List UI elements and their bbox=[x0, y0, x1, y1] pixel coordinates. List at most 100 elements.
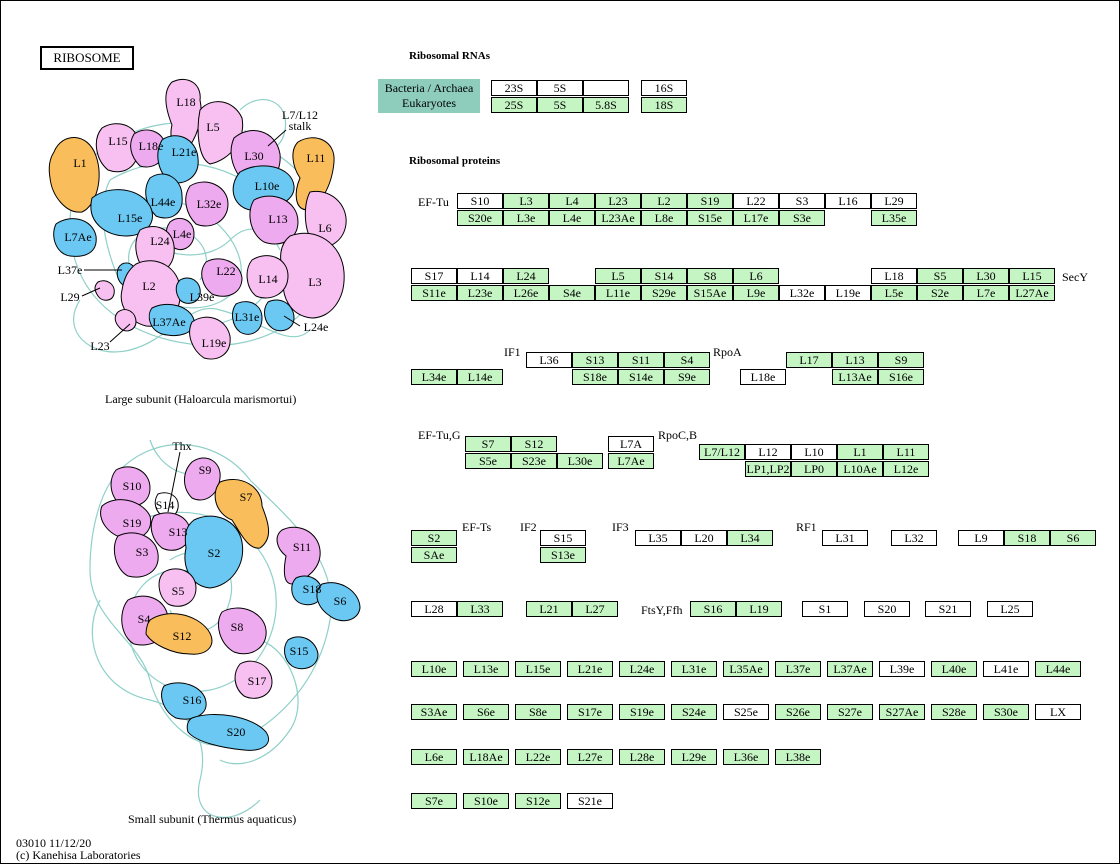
protein-box-s5[interactable]: S5 bbox=[917, 268, 963, 284]
protein-box-l35ae[interactable]: L35Ae bbox=[723, 661, 769, 677]
protein-box-s13e[interactable]: S13e bbox=[540, 547, 586, 563]
protein-box-l11[interactable]: L11 bbox=[883, 444, 929, 460]
protein-L37Ae[interactable] bbox=[148, 304, 195, 336]
protein-box-l27[interactable]: L27 bbox=[572, 601, 618, 617]
protein-box-sae[interactable]: SAe bbox=[411, 547, 457, 563]
protein-box-l29e[interactable]: L29e bbox=[671, 749, 717, 765]
rrna-box-18s[interactable]: 18S bbox=[641, 97, 687, 113]
protein-box-l4e[interactable]: L4e bbox=[549, 210, 595, 226]
protein-box-s16[interactable]: S16 bbox=[690, 601, 736, 617]
protein-S19[interactable] bbox=[100, 499, 152, 540]
protein-L24e[interactable] bbox=[264, 299, 295, 332]
protein-box-s19[interactable]: S19 bbox=[687, 193, 733, 209]
protein-box-l30e[interactable]: L30e bbox=[557, 453, 603, 469]
protein-S7[interactable] bbox=[214, 478, 269, 549]
protein-box-l22[interactable]: L22 bbox=[733, 193, 779, 209]
protein-box-l12e[interactable]: L12e bbox=[883, 461, 929, 477]
protein-box-l13e[interactable]: L13e bbox=[463, 661, 509, 677]
protein-box-l32[interactable]: L32 bbox=[891, 530, 937, 546]
protein-box-s9[interactable]: S9 bbox=[878, 352, 924, 368]
protein-box-s8[interactable]: S8 bbox=[687, 268, 733, 284]
protein-box-s15e[interactable]: S15e bbox=[687, 210, 733, 226]
rrna-box-empty[interactable] bbox=[583, 80, 629, 96]
protein-box-s3e[interactable]: S3e bbox=[779, 210, 825, 226]
protein-box-l23ae[interactable]: L23Ae bbox=[595, 210, 641, 226]
protein-box-l14[interactable]: L14 bbox=[457, 268, 503, 284]
protein-box-l5[interactable]: L5 bbox=[595, 268, 641, 284]
protein-box-l33[interactable]: L33 bbox=[457, 601, 503, 617]
protein-box-s25e[interactable]: S25e bbox=[723, 704, 769, 720]
protein-box-l6[interactable]: L6 bbox=[733, 268, 779, 284]
protein-box-lp0[interactable]: LP0 bbox=[791, 461, 837, 477]
protein-box-l7e[interactable]: L7e bbox=[963, 285, 1009, 301]
protein-box-l40e[interactable]: L40e bbox=[931, 661, 977, 677]
protein-box-l31e[interactable]: L31e bbox=[671, 661, 717, 677]
protein-box-l15e[interactable]: L15e bbox=[515, 661, 561, 677]
protein-box-l34[interactable]: L34 bbox=[727, 530, 773, 546]
protein-box-l20[interactable]: L20 bbox=[681, 530, 727, 546]
protein-S3[interactable] bbox=[113, 532, 159, 578]
protein-box-s7[interactable]: S7 bbox=[465, 436, 511, 452]
protein-box-s11e[interactable]: S11e bbox=[411, 285, 457, 301]
rrna-box-25s[interactable]: 25S bbox=[491, 97, 537, 113]
protein-box-s28e[interactable]: S28e bbox=[931, 704, 977, 720]
protein-box-s24e[interactable]: S24e bbox=[671, 704, 717, 720]
rrna-box-5-8s[interactable]: 5.8S bbox=[583, 97, 629, 113]
protein-box-s9e[interactable]: S9e bbox=[664, 369, 710, 385]
protein-box-l6e[interactable]: L6e bbox=[411, 749, 457, 765]
protein-box-l5e[interactable]: L5e bbox=[871, 285, 917, 301]
protein-box-l23[interactable]: L23 bbox=[595, 193, 641, 209]
protein-L44e[interactable] bbox=[145, 173, 183, 219]
protein-box-l21e[interactable]: L21e bbox=[567, 661, 613, 677]
protein-box-l28e[interactable]: L28e bbox=[619, 749, 665, 765]
protein-S13[interactable] bbox=[150, 512, 191, 551]
protein-box-l10e[interactable]: L10e bbox=[411, 661, 457, 677]
protein-box-l41e[interactable]: L41e bbox=[983, 661, 1029, 677]
rrna-box-5s[interactable]: 5S bbox=[537, 97, 583, 113]
protein-box-s3ae[interactable]: S3Ae bbox=[411, 704, 457, 720]
protein-box-l10[interactable]: L10 bbox=[791, 444, 837, 460]
protein-S8[interactable] bbox=[218, 607, 267, 655]
protein-box-lp1-lp2[interactable]: LP1,LP2 bbox=[745, 461, 791, 477]
protein-L32e[interactable] bbox=[185, 181, 229, 227]
protein-box-l16[interactable]: L16 bbox=[825, 193, 871, 209]
protein-box-l30[interactable]: L30 bbox=[963, 268, 1009, 284]
rrna-box-23s[interactable]: 23S bbox=[491, 80, 537, 96]
protein-box-l17[interactable]: L17 bbox=[786, 352, 832, 368]
protein-box-s15[interactable]: S15 bbox=[540, 530, 586, 546]
protein-box-l3e[interactable]: L3e bbox=[503, 210, 549, 226]
protein-L39e[interactable] bbox=[175, 277, 201, 304]
protein-box-l37e[interactable]: L37e bbox=[775, 661, 821, 677]
protein-box-s4e[interactable]: S4e bbox=[549, 285, 595, 301]
protein-box-l26e[interactable]: L26e bbox=[503, 285, 549, 301]
protein-box-l13[interactable]: L13 bbox=[832, 352, 878, 368]
protein-box-l28[interactable]: L28 bbox=[411, 601, 457, 617]
protein-box-l18ae[interactable]: L18Ae bbox=[463, 749, 509, 765]
protein-box-l12[interactable]: L12 bbox=[745, 444, 791, 460]
protein-box-s30e[interactable]: S30e bbox=[983, 704, 1029, 720]
protein-box-l37ae[interactable]: L37Ae bbox=[827, 661, 873, 677]
protein-L22[interactable] bbox=[201, 258, 243, 297]
protein-box-s17[interactable]: S17 bbox=[411, 268, 457, 284]
protein-box-lx[interactable]: LX bbox=[1035, 704, 1081, 720]
protein-box-l13ae[interactable]: L13Ae bbox=[832, 369, 878, 385]
protein-box-s21[interactable]: S21 bbox=[925, 601, 971, 617]
protein-box-s21e[interactable]: S21e bbox=[567, 793, 613, 809]
protein-box-l44e[interactable]: L44e bbox=[1035, 661, 1081, 677]
protein-L15[interactable] bbox=[95, 123, 139, 173]
protein-S20[interactable] bbox=[186, 713, 269, 751]
protein-box-s2e[interactable]: S2e bbox=[917, 285, 963, 301]
protein-box-s16e[interactable]: S16e bbox=[878, 369, 924, 385]
protein-S5[interactable] bbox=[158, 568, 197, 607]
protein-box-s2[interactable]: S2 bbox=[411, 530, 457, 546]
protein-S9[interactable] bbox=[184, 457, 221, 501]
protein-L21e[interactable] bbox=[157, 135, 199, 184]
protein-S10[interactable] bbox=[110, 466, 151, 507]
protein-box-s8e[interactable]: S8e bbox=[515, 704, 561, 720]
protein-box-s27e[interactable]: S27e bbox=[827, 704, 873, 720]
protein-box-l7ae[interactable]: L7Ae bbox=[608, 453, 654, 469]
protein-box-s18e[interactable]: S18e bbox=[572, 369, 618, 385]
protein-box-s29e[interactable]: S29e bbox=[641, 285, 687, 301]
protein-L23[interactable] bbox=[114, 309, 137, 332]
protein-S6[interactable] bbox=[316, 582, 361, 622]
